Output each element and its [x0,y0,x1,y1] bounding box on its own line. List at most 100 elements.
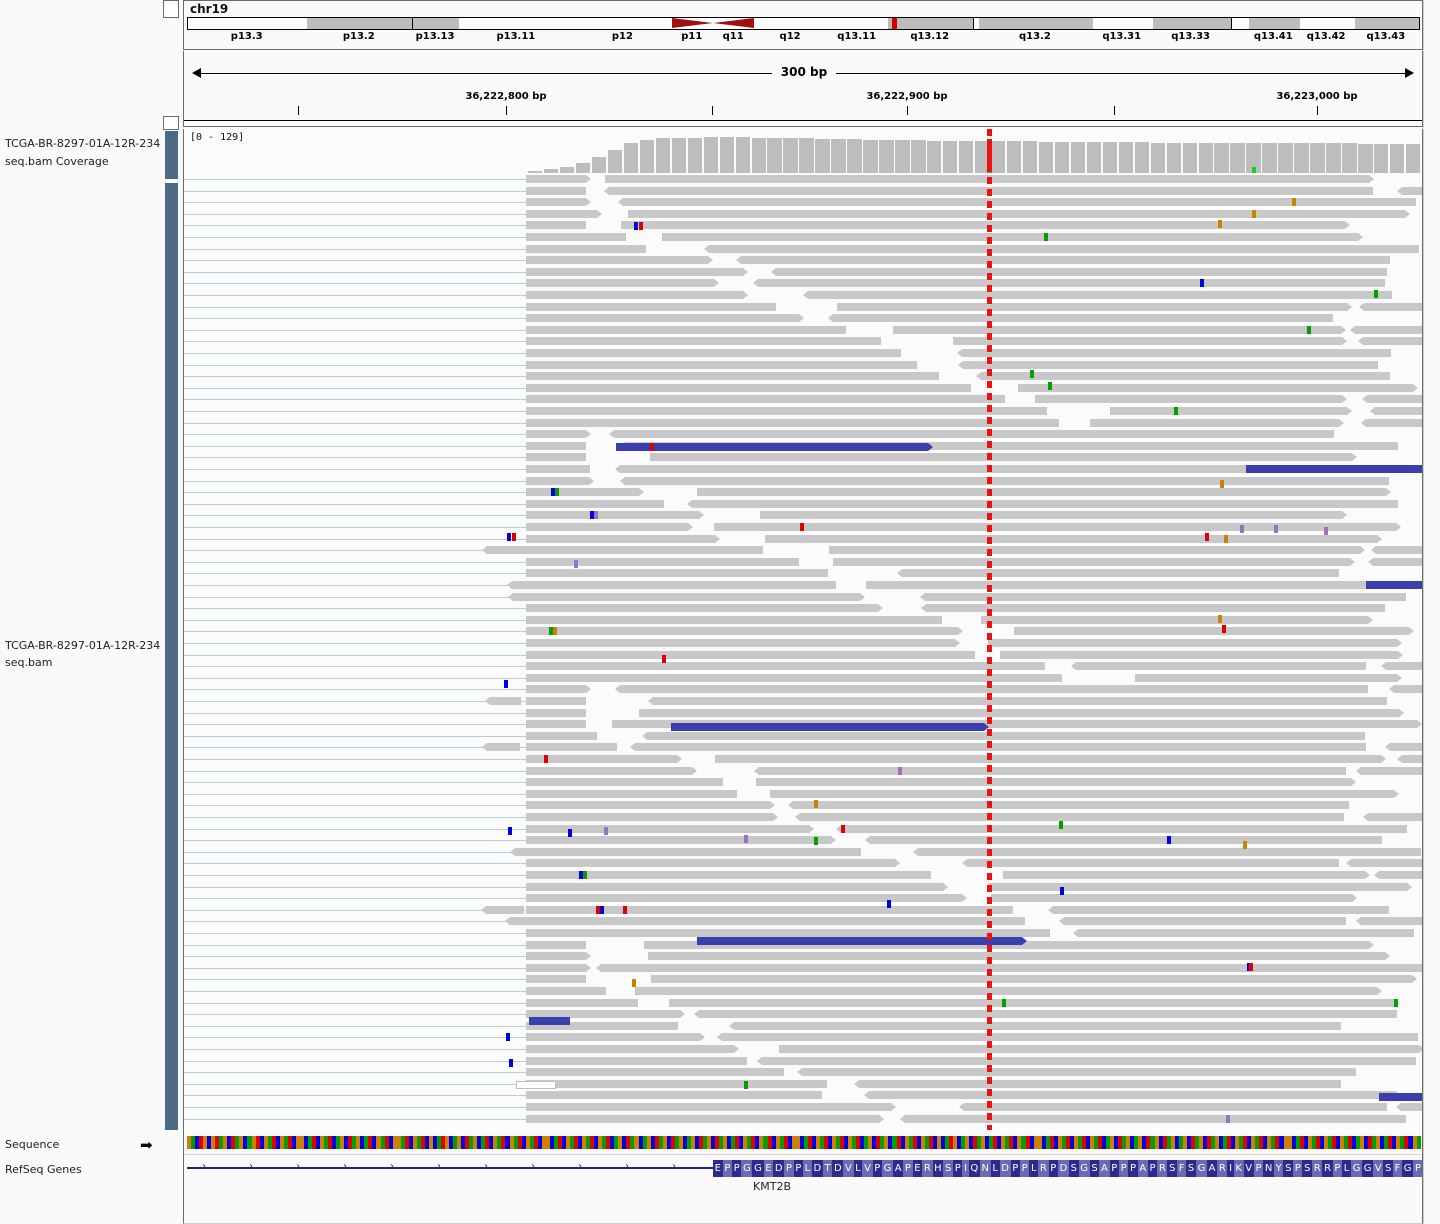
read[interactable] [1110,407,1352,415]
read[interactable] [526,372,940,380]
read[interactable] [526,488,644,496]
read[interactable] [629,743,1367,751]
read[interactable] [526,581,837,589]
read[interactable] [526,291,748,299]
read[interactable] [526,303,777,311]
read[interactable] [526,523,693,531]
read[interactable] [526,720,586,728]
read[interactable] [1362,813,1422,821]
read[interactable] [835,825,1407,833]
read[interactable] [526,279,718,287]
read[interactable] [988,883,1413,891]
read[interactable] [752,279,1386,287]
read[interactable] [526,999,639,1007]
read[interactable] [1048,906,1390,914]
read[interactable] [1381,662,1422,670]
read[interactable] [526,442,586,450]
read[interactable] [1013,627,1415,635]
alignment-track-name-line1[interactable]: TCGA-BR-8297-01A-12R-2343- [5,639,168,652]
read[interactable] [756,1057,1417,1065]
read[interactable] [526,1057,748,1065]
read[interactable] [778,1045,1422,1053]
read[interactable] [796,1068,1356,1076]
read[interactable] [526,767,698,775]
read[interactable] [526,929,1050,937]
read[interactable] [526,964,591,972]
read[interactable] [608,430,1335,438]
read[interactable] [526,593,866,601]
read[interactable] [1034,395,1348,403]
read[interactable] [1371,546,1422,554]
read[interactable] [526,245,646,253]
read[interactable] [612,720,1422,728]
read[interactable] [865,581,1393,589]
read-large-insert[interactable] [671,723,989,731]
cytoband-panel-handle[interactable] [163,0,179,18]
read[interactable] [526,1091,822,1099]
read[interactable] [526,883,948,891]
read[interactable] [526,662,1046,670]
read[interactable] [526,314,804,322]
read[interactable] [697,488,1391,496]
read[interactable] [769,790,1399,798]
sequence-track-name[interactable]: Sequence [5,1138,60,1151]
read[interactable] [526,627,963,635]
read[interactable] [1003,871,1371,879]
read[interactable] [526,453,586,461]
read[interactable] [526,674,1063,682]
read[interactable] [1356,767,1422,775]
read[interactable] [920,593,1406,601]
read[interactable] [526,558,799,566]
read[interactable] [526,1033,705,1041]
read[interactable] [526,569,828,577]
read[interactable] [614,465,1366,473]
read[interactable] [715,755,1387,763]
read[interactable] [647,697,1388,705]
read[interactable] [1396,755,1422,763]
coverage-track-name-line2[interactable]: seq.bam Coverage [5,155,109,168]
read-large-insert[interactable] [616,443,933,451]
read[interactable] [896,569,1339,577]
read[interactable] [526,755,682,763]
read[interactable] [595,964,1422,972]
read[interactable] [526,871,932,879]
read[interactable] [833,558,1356,566]
read[interactable] [647,952,1390,960]
read[interactable] [526,941,586,949]
read[interactable] [1000,651,1403,659]
read[interactable] [803,291,1392,299]
coverage-scroll-thumb[interactable] [165,131,178,179]
read[interactable] [526,198,591,206]
read[interactable] [1359,303,1422,311]
read-large-insert[interactable] [1246,465,1422,473]
read[interactable] [526,859,900,867]
read[interactable] [526,616,942,624]
read[interactable] [953,337,1348,345]
read[interactable] [642,732,1366,740]
read[interactable] [482,743,520,751]
read[interactable] [484,697,521,705]
read[interactable] [526,175,591,183]
read[interactable] [728,1022,1342,1030]
read[interactable] [526,349,901,357]
read[interactable] [618,198,1417,206]
alignment-track-name-line2[interactable]: seq.bam [5,656,53,669]
read[interactable] [526,256,714,264]
read[interactable] [526,836,837,844]
read[interactable] [650,975,1418,983]
read[interactable] [526,825,814,833]
read[interactable] [703,245,1419,253]
read[interactable] [828,314,1334,322]
read[interactable] [957,349,1391,357]
read[interactable] [526,952,591,960]
read[interactable] [526,535,720,543]
read[interactable] [526,337,882,345]
read[interactable] [1017,384,1419,392]
read[interactable] [526,477,594,485]
read[interactable] [1059,917,1347,925]
read-alignments[interactable] [184,175,1422,1130]
ruler-panel[interactable]: 300 bp 36,222,800 bp 36,222,900 bp 36,223,… [183,51,1423,127]
read[interactable] [686,500,1399,508]
